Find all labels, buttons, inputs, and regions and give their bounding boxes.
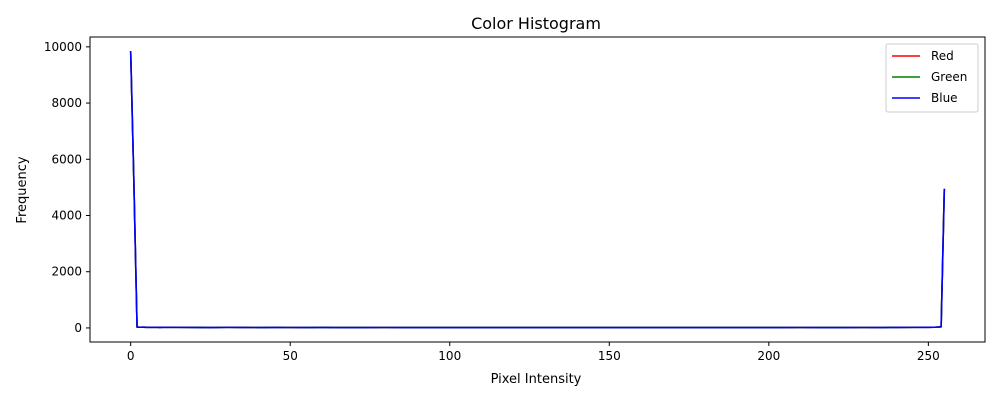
chart-title: Color Histogram	[471, 14, 601, 33]
x-axis-label: Pixel Intensity	[491, 372, 582, 387]
y-tick-label: 4000	[51, 209, 82, 223]
y-tick-label: 10000	[44, 40, 82, 54]
x-axis-ticks: 0 50 100 150 200 250	[127, 342, 940, 363]
x-tick-label: 250	[917, 349, 940, 363]
legend-label-red: Red	[931, 49, 954, 63]
y-tick-label: 0	[74, 321, 82, 335]
series-lines	[129, 51, 946, 329]
x-tick-label: 200	[757, 349, 780, 363]
x-tick-label: 50	[283, 349, 298, 363]
legend-label-green: Green	[931, 70, 967, 84]
y-tick-label: 8000	[51, 96, 82, 110]
x-tick-label: 150	[598, 349, 621, 363]
legend-items: Red Green Blue	[892, 49, 967, 105]
x-tick-label: 100	[438, 349, 461, 363]
series-line-blue	[129, 51, 946, 329]
y-axis-ticks: 0 2000 4000 6000 8000 10000	[44, 40, 90, 335]
series-line-red	[129, 51, 946, 329]
series-line-green	[129, 51, 946, 329]
plot-area	[89, 36, 986, 343]
legend-box	[885, 43, 979, 113]
legend-label-blue: Blue	[931, 91, 958, 105]
legend: Red Green Blue	[885, 43, 979, 113]
x-tick-label: 0	[127, 349, 135, 363]
y-axis-label: Frequency	[15, 156, 30, 223]
y-tick-label: 6000	[51, 152, 82, 166]
y-tick-label: 2000	[51, 265, 82, 279]
